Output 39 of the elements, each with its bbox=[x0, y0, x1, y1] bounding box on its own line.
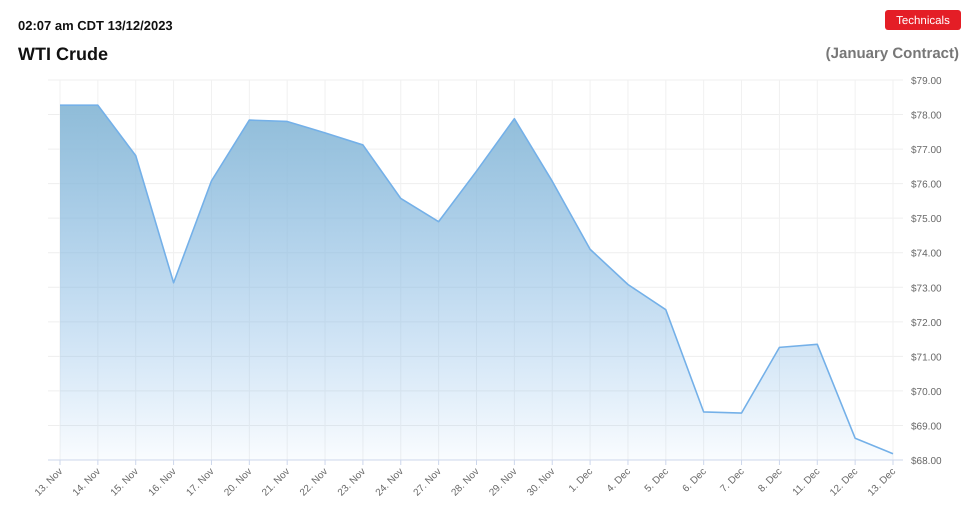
x-tick-label: 1. Dec bbox=[566, 466, 596, 495]
y-tick-label: $72.00 bbox=[911, 318, 942, 329]
y-tick-label: $73.00 bbox=[911, 283, 942, 294]
x-tick-label: 20. Nov bbox=[222, 466, 254, 498]
chart-subtitle: 02:07 am CDT 13/12/2023 bbox=[18, 18, 173, 33]
y-tick-label: $69.00 bbox=[911, 421, 942, 432]
x-tick-label: 23. Nov bbox=[336, 466, 368, 498]
y-tick-label: $71.00 bbox=[911, 352, 942, 364]
x-tick-label: 13. Nov bbox=[32, 466, 66, 498]
y-tick-label: $70.00 bbox=[911, 386, 942, 398]
y-tick-label: $79.00 bbox=[911, 76, 942, 87]
y-tick-label: $74.00 bbox=[911, 248, 942, 260]
x-tick-label: 7. Dec bbox=[718, 466, 747, 495]
x-tick-label: 14. Nov bbox=[70, 466, 103, 498]
x-tick-label: 30. Nov bbox=[525, 466, 558, 498]
y-tick-label: $75.00 bbox=[911, 214, 942, 226]
text: Technicals bbox=[896, 15, 950, 27]
x-tick-label: 27. Nov bbox=[412, 466, 444, 498]
x-tick-label: 29. Nov bbox=[487, 466, 520, 498]
x-tick-label: 17. Nov bbox=[184, 466, 217, 498]
y-tick-label: $78.00 bbox=[911, 110, 942, 122]
x-tick-label: 8. Dec bbox=[756, 466, 785, 495]
x-tick-label: 15. Nov bbox=[108, 466, 141, 498]
x-tick-label: 5. Dec bbox=[642, 466, 671, 495]
x-tick-label: 13. Dec bbox=[866, 466, 898, 498]
x-tick-label: 24. Nov bbox=[374, 466, 406, 498]
x-tick-label: 12. Dec bbox=[828, 466, 860, 498]
y-tick-label: $68.00 bbox=[911, 456, 942, 467]
x-tick-label: 4. Dec bbox=[604, 466, 634, 495]
text: (January Contract) bbox=[826, 45, 960, 62]
x-tick-label: 11. Dec bbox=[790, 466, 822, 498]
x-tick-label: 16. Nov bbox=[146, 466, 179, 498]
x-tick-label: 6. Dec bbox=[680, 466, 709, 495]
y-tick-label: $76.00 bbox=[911, 180, 942, 191]
y-tick-label: $77.00 bbox=[911, 145, 942, 156]
chart-title: WTI Crude bbox=[18, 44, 108, 64]
x-tick-label: 28. Nov bbox=[449, 466, 482, 498]
x-tick-label: 21. Nov bbox=[260, 466, 292, 498]
x-tick-label: 22. Nov bbox=[298, 466, 330, 498]
